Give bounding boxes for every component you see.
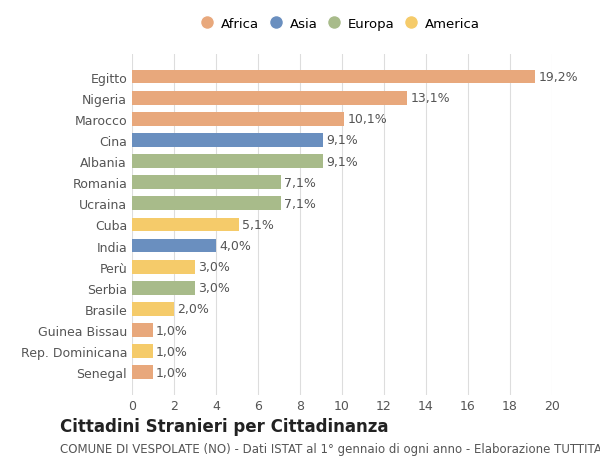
Bar	[132, 366, 153, 379]
Text: 3,0%: 3,0%	[198, 261, 230, 274]
Bar	[132, 71, 535, 84]
Text: 7,1%: 7,1%	[284, 197, 316, 210]
Text: 9,1%: 9,1%	[326, 134, 358, 147]
Bar	[132, 197, 281, 211]
Legend: Africa, Asia, Europa, America: Africa, Asia, Europa, America	[204, 17, 480, 30]
Text: 1,0%: 1,0%	[156, 324, 188, 337]
Text: 1,0%: 1,0%	[156, 345, 188, 358]
Text: 19,2%: 19,2%	[538, 71, 578, 84]
Text: COMUNE DI VESPOLATE (NO) - Dati ISTAT al 1° gennaio di ogni anno - Elaborazione : COMUNE DI VESPOLATE (NO) - Dati ISTAT al…	[60, 442, 600, 455]
Text: 2,0%: 2,0%	[177, 303, 209, 316]
Bar	[132, 345, 153, 358]
Bar	[132, 176, 281, 190]
Text: 13,1%: 13,1%	[410, 92, 450, 105]
Bar	[132, 281, 195, 295]
Bar	[132, 324, 153, 337]
Bar	[132, 112, 344, 126]
Bar	[132, 302, 174, 316]
Text: 3,0%: 3,0%	[198, 282, 230, 295]
Bar	[132, 155, 323, 168]
Text: 10,1%: 10,1%	[347, 113, 387, 126]
Text: 1,0%: 1,0%	[156, 366, 188, 379]
Bar	[132, 134, 323, 147]
Bar	[132, 260, 195, 274]
Text: 7,1%: 7,1%	[284, 176, 316, 189]
Text: 4,0%: 4,0%	[219, 240, 251, 252]
Text: 5,1%: 5,1%	[242, 218, 274, 231]
Bar	[132, 92, 407, 105]
Bar	[132, 218, 239, 232]
Text: 9,1%: 9,1%	[326, 155, 358, 168]
Bar	[132, 239, 216, 253]
Text: Cittadini Stranieri per Cittadinanza: Cittadini Stranieri per Cittadinanza	[60, 418, 389, 436]
